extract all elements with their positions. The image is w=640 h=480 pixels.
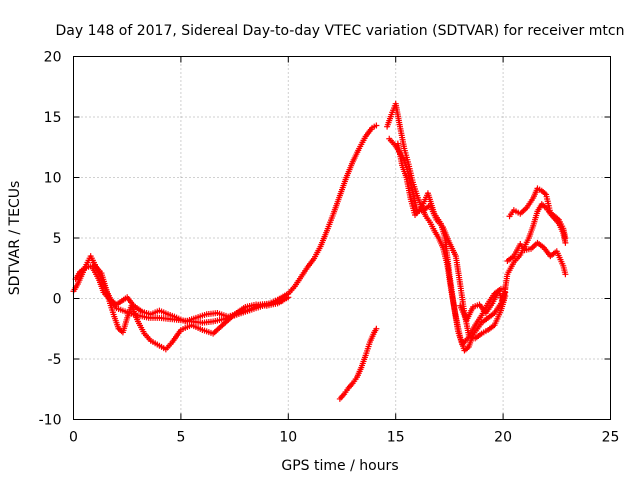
data-point: [373, 325, 380, 332]
data-point: [278, 297, 285, 304]
x-tick-label: 20: [494, 430, 512, 446]
data-point: [562, 271, 569, 278]
y-tick-label: -5: [48, 352, 62, 368]
data-point: [285, 294, 292, 301]
x-tick-label: 10: [279, 430, 297, 446]
series-evening-lower: [504, 239, 569, 278]
series-night-loop: [89, 265, 285, 325]
series-main-track: [70, 122, 380, 326]
x-tick-label: 5: [176, 430, 185, 446]
y-axis-label: SDTVAR / TECUs: [7, 181, 23, 296]
x-tick-label: 15: [387, 430, 405, 446]
x-tick-label: 25: [602, 430, 620, 446]
series-peak-descent-a: [384, 100, 509, 354]
series-peak-descent-c: [394, 140, 509, 348]
y-tick-label: -10: [39, 413, 62, 429]
chart-title: Day 148 of 2017, Sidereal Day-to-day VTE…: [56, 23, 625, 39]
series-evening-upper: [506, 185, 569, 241]
y-tick-label: 0: [53, 292, 62, 308]
series-evening-loop: [457, 201, 569, 324]
data-point: [373, 122, 380, 129]
series-line: [91, 267, 283, 323]
x-axis-label: GPS time / hours: [281, 458, 398, 474]
axis-ticks: 0 5 10 15 20 25 -10 -5 0 5 10 15 20: [39, 50, 620, 446]
y-tick-label: 20: [44, 50, 62, 66]
data-points: [70, 100, 569, 402]
x-tick-label: 0: [69, 430, 78, 446]
y-tick-label: 15: [44, 110, 62, 126]
y-tick-label: 5: [53, 231, 62, 247]
grid-lines: [73, 56, 611, 420]
series-secondary-track: [336, 325, 380, 402]
data-point: [562, 235, 569, 241]
y-tick-label: 10: [44, 171, 62, 187]
